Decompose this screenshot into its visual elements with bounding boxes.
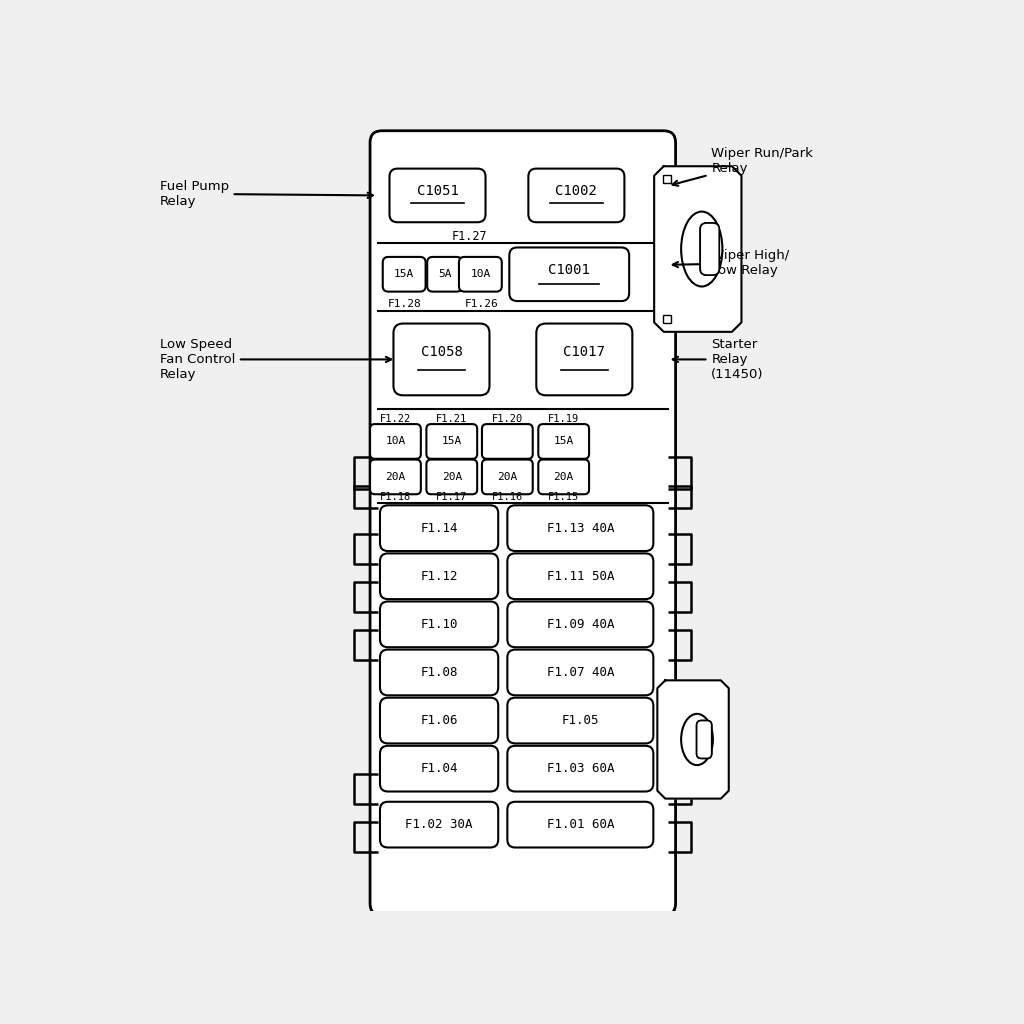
FancyBboxPatch shape	[389, 169, 485, 222]
Text: F1.14: F1.14	[420, 521, 458, 535]
FancyBboxPatch shape	[427, 257, 462, 292]
FancyBboxPatch shape	[507, 649, 653, 695]
FancyBboxPatch shape	[380, 505, 499, 551]
Ellipse shape	[681, 714, 713, 765]
Text: F1.07 40A: F1.07 40A	[547, 666, 614, 679]
Text: F1.08: F1.08	[420, 666, 458, 679]
Text: F1.02 30A: F1.02 30A	[406, 818, 473, 831]
FancyBboxPatch shape	[507, 553, 653, 599]
Polygon shape	[657, 680, 729, 799]
Text: 20A: 20A	[554, 472, 573, 482]
FancyBboxPatch shape	[383, 257, 426, 292]
FancyBboxPatch shape	[482, 424, 532, 459]
Text: F1.22: F1.22	[380, 414, 411, 424]
Text: F1.17: F1.17	[436, 492, 467, 502]
FancyBboxPatch shape	[380, 601, 499, 647]
FancyBboxPatch shape	[663, 175, 671, 183]
Text: 10A: 10A	[385, 436, 406, 446]
Text: F1.20: F1.20	[492, 414, 523, 424]
FancyBboxPatch shape	[507, 745, 653, 792]
Text: 20A: 20A	[385, 472, 406, 482]
FancyBboxPatch shape	[370, 424, 421, 459]
FancyBboxPatch shape	[528, 169, 625, 222]
FancyBboxPatch shape	[509, 248, 629, 301]
Text: Starter
Relay
(11450): Starter Relay (11450)	[673, 338, 764, 381]
FancyBboxPatch shape	[539, 460, 589, 495]
Text: F1.26: F1.26	[464, 299, 498, 309]
Text: C1002: C1002	[555, 183, 597, 198]
Text: 15A: 15A	[554, 436, 573, 446]
Text: F1.10: F1.10	[420, 617, 458, 631]
FancyBboxPatch shape	[380, 697, 499, 743]
Text: Low Speed
Fan Control
Relay: Low Speed Fan Control Relay	[160, 338, 391, 381]
FancyBboxPatch shape	[507, 802, 653, 848]
Text: F1.01 60A: F1.01 60A	[547, 818, 614, 831]
FancyBboxPatch shape	[507, 697, 653, 743]
Text: Wiper High/
Low Relay: Wiper High/ Low Relay	[673, 249, 790, 278]
FancyBboxPatch shape	[537, 324, 633, 395]
Text: Wiper Run/Park
Relay: Wiper Run/Park Relay	[673, 146, 813, 185]
Text: 5A: 5A	[438, 269, 452, 280]
Text: C1058: C1058	[421, 344, 463, 358]
Text: F1.06: F1.06	[420, 714, 458, 727]
Text: 20A: 20A	[441, 472, 462, 482]
Ellipse shape	[681, 212, 722, 287]
Text: F1.11 50A: F1.11 50A	[547, 569, 614, 583]
Text: C1051: C1051	[417, 183, 459, 198]
Text: F1.13 40A: F1.13 40A	[547, 521, 614, 535]
Text: F1.03 60A: F1.03 60A	[547, 762, 614, 775]
Text: F1.18: F1.18	[380, 492, 411, 502]
FancyBboxPatch shape	[370, 460, 421, 495]
FancyBboxPatch shape	[507, 601, 653, 647]
FancyBboxPatch shape	[696, 721, 712, 759]
Text: F1.21: F1.21	[436, 414, 467, 424]
FancyBboxPatch shape	[380, 553, 499, 599]
Text: 10A: 10A	[470, 269, 490, 280]
FancyBboxPatch shape	[696, 721, 712, 759]
FancyBboxPatch shape	[370, 131, 676, 915]
FancyBboxPatch shape	[700, 223, 719, 275]
Text: 15A: 15A	[441, 436, 462, 446]
FancyBboxPatch shape	[459, 257, 502, 292]
FancyBboxPatch shape	[663, 315, 671, 324]
FancyBboxPatch shape	[539, 424, 589, 459]
FancyBboxPatch shape	[507, 505, 653, 551]
Text: Fuel Pump
Relay: Fuel Pump Relay	[160, 180, 373, 208]
Text: C1017: C1017	[563, 344, 605, 358]
FancyBboxPatch shape	[380, 802, 499, 848]
Text: F1.09 40A: F1.09 40A	[547, 617, 614, 631]
Text: F1.05: F1.05	[561, 714, 599, 727]
Text: F1.19: F1.19	[548, 414, 580, 424]
FancyBboxPatch shape	[700, 223, 719, 275]
Text: F1.15: F1.15	[548, 492, 580, 502]
Text: F1.04: F1.04	[420, 762, 458, 775]
Text: F1.12: F1.12	[420, 569, 458, 583]
Text: F1.16: F1.16	[492, 492, 523, 502]
Text: C1001: C1001	[548, 262, 590, 276]
Text: F1.27: F1.27	[452, 230, 487, 243]
Polygon shape	[654, 166, 741, 332]
FancyBboxPatch shape	[380, 649, 499, 695]
FancyBboxPatch shape	[426, 460, 477, 495]
Text: 15A: 15A	[394, 269, 415, 280]
Text: F1.28: F1.28	[388, 299, 422, 309]
FancyBboxPatch shape	[380, 745, 499, 792]
FancyBboxPatch shape	[393, 324, 489, 395]
FancyBboxPatch shape	[482, 460, 532, 495]
FancyBboxPatch shape	[426, 424, 477, 459]
Text: 20A: 20A	[498, 472, 517, 482]
